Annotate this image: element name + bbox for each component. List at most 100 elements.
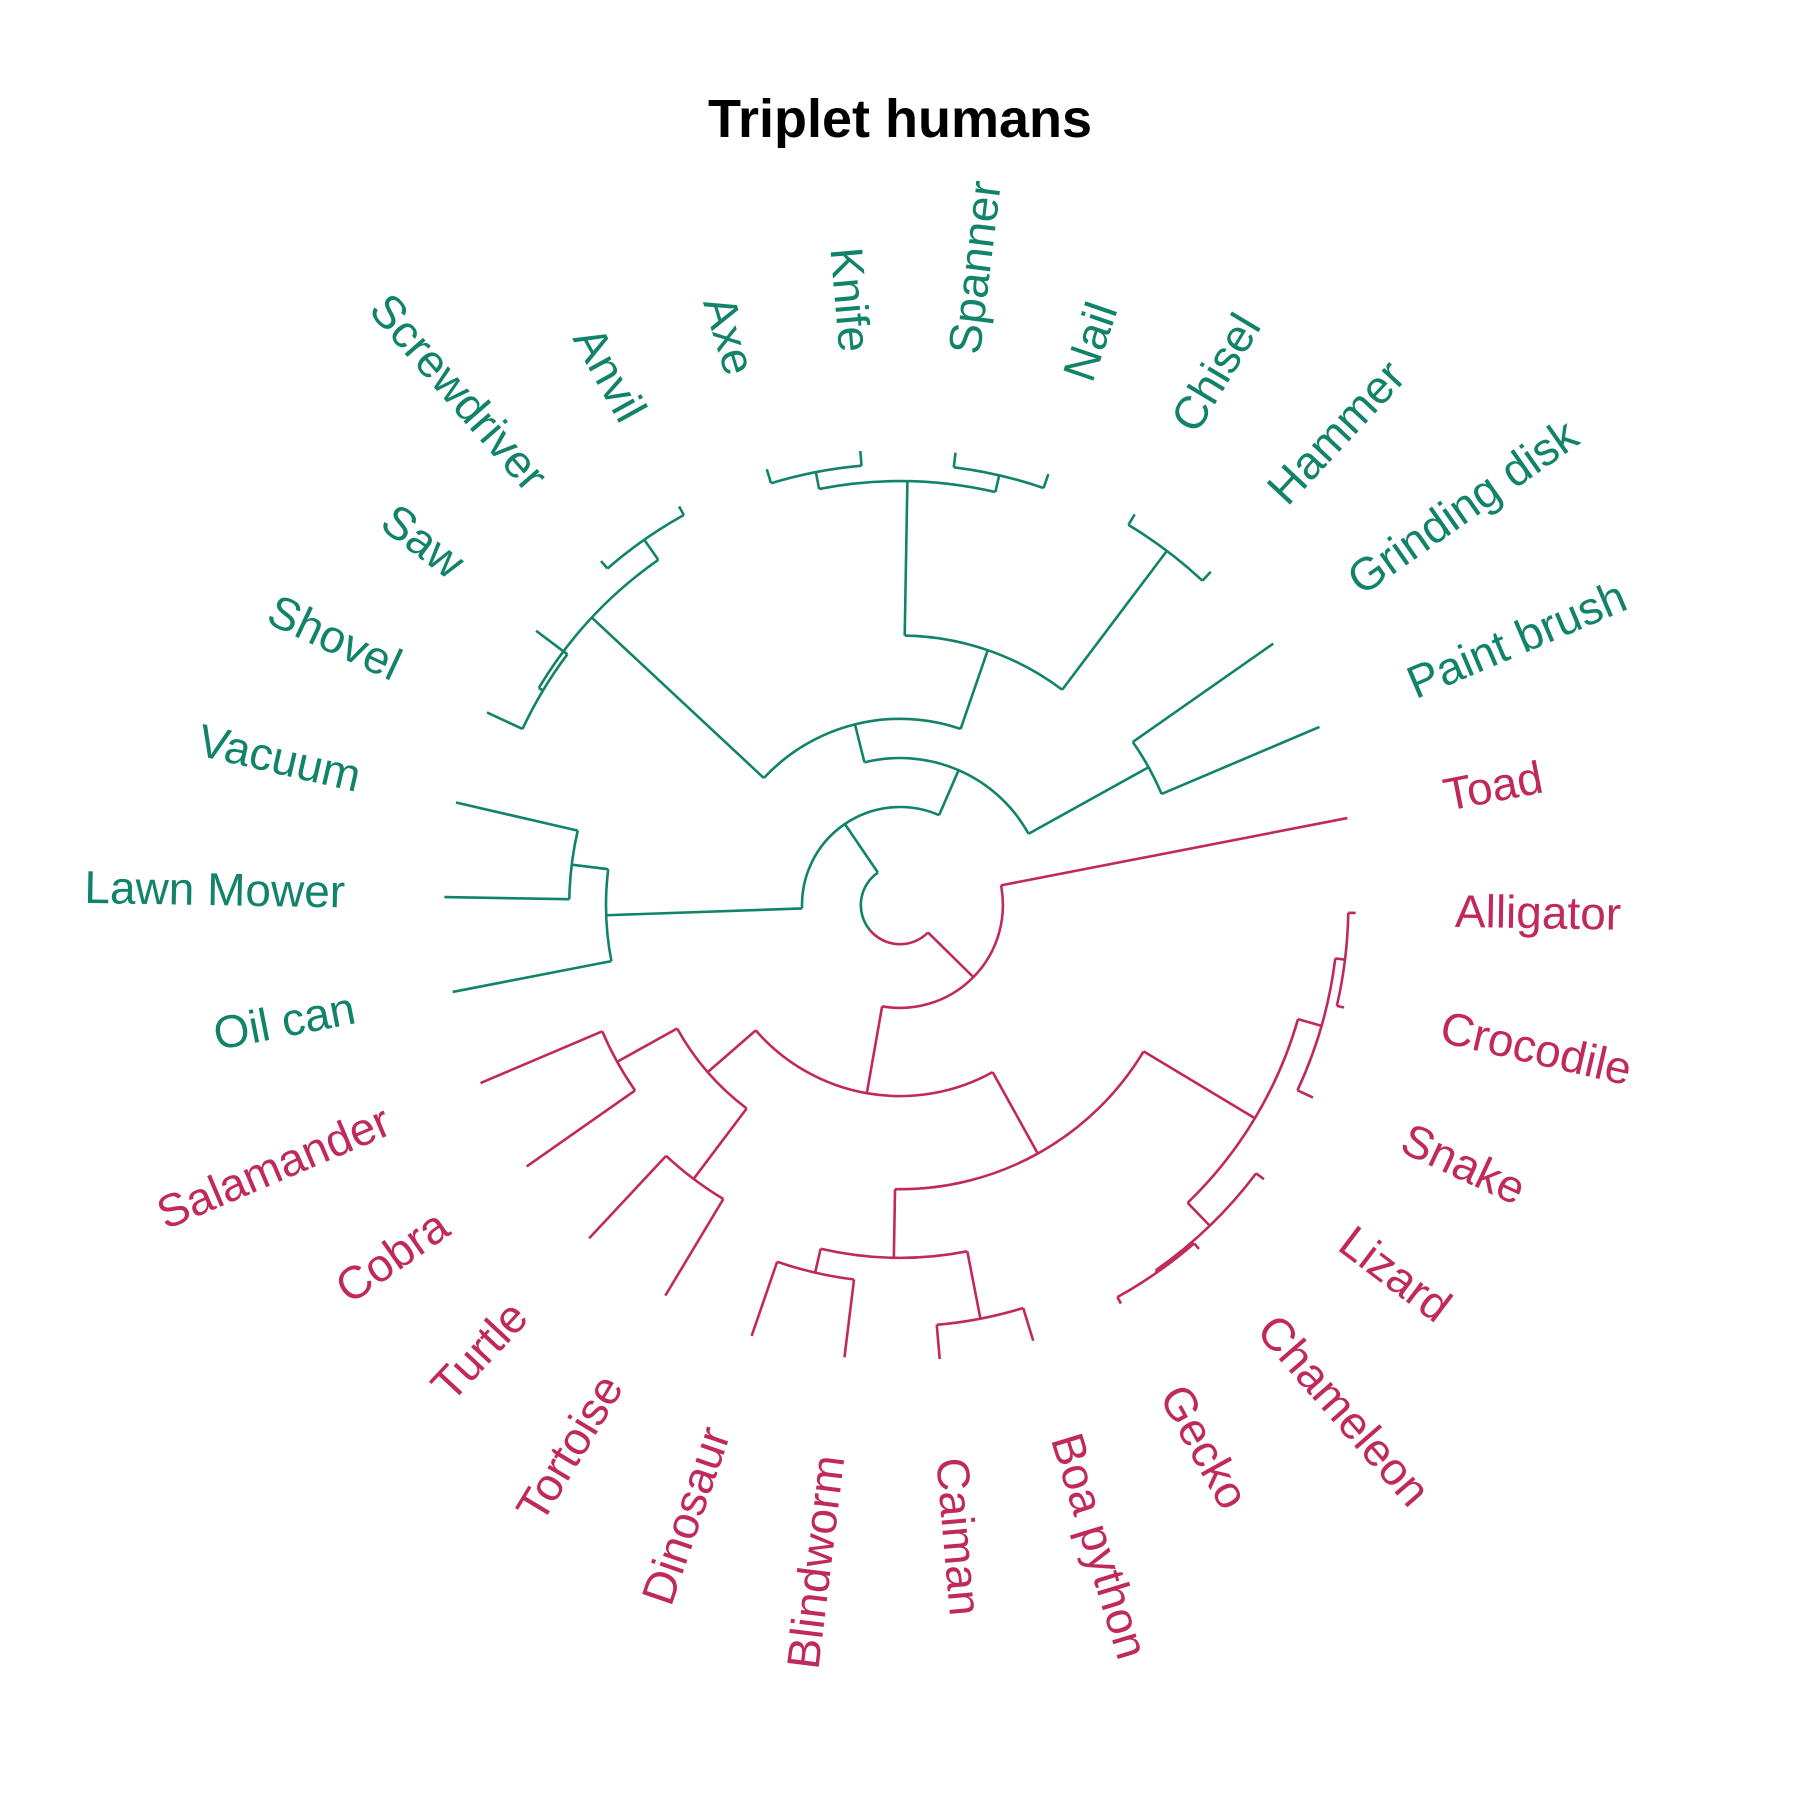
- branch: [994, 475, 1001, 493]
- branch: [853, 724, 866, 763]
- leaf-label: Caiman: [926, 1455, 992, 1617]
- leaf-label: Blindworm: [777, 1452, 855, 1671]
- branch: [1154, 1269, 1159, 1274]
- branch: [927, 931, 975, 979]
- leaf-branch: [486, 711, 524, 731]
- branch: [590, 616, 765, 779]
- leaf-label: Gecko: [1150, 1376, 1260, 1517]
- leaf-label: Vacuum: [193, 714, 366, 802]
- merge-arc: [881, 885, 1005, 1010]
- leaf-label: Salamander: [149, 1094, 398, 1239]
- merge-arc: [1296, 958, 1337, 1091]
- leaf-label: Knife: [820, 245, 881, 354]
- leaf-branch: [525, 1089, 636, 1168]
- leaf-branch: [1042, 473, 1050, 489]
- leaf-branch: [1255, 1172, 1265, 1181]
- leaf-branch: [1336, 1004, 1345, 1009]
- branch: [865, 1006, 884, 1094]
- leaf-branch: [1201, 570, 1212, 582]
- merge-arc: [895, 1050, 1145, 1191]
- leaf-label: Oil can: [209, 982, 359, 1060]
- leaf-label: Spanner: [938, 178, 1011, 357]
- merge-arc: [521, 653, 569, 730]
- leaf-branch: [452, 959, 612, 994]
- leaf-label: Lizard: [1330, 1215, 1461, 1332]
- leaf-branch: [952, 452, 957, 468]
- leaf-branch: [750, 1261, 779, 1337]
- branch: [1061, 550, 1168, 691]
- branch: [937, 769, 960, 816]
- merge-arc: [936, 1306, 1024, 1327]
- leaf-branch: [1116, 1296, 1123, 1305]
- branch: [991, 1071, 1039, 1155]
- leaf-label: Tortoise: [506, 1365, 634, 1530]
- leaf-branch: [1161, 725, 1320, 796]
- merge-arc: [606, 513, 685, 570]
- branch: [616, 1027, 678, 1063]
- branch: [538, 686, 544, 692]
- branch: [692, 1107, 748, 1180]
- leaf-branch: [677, 505, 685, 516]
- branch: [814, 471, 821, 490]
- leaf-label: Cobra: [326, 1199, 459, 1314]
- root-arc: [868, 929, 929, 946]
- leaf-label: Screwdriver: [360, 283, 559, 500]
- leaf-label: Snake: [1394, 1113, 1534, 1215]
- leaf-label: Shovel: [260, 584, 409, 691]
- branch: [903, 481, 909, 636]
- leaf-branch: [765, 468, 773, 484]
- leaf-branch: [480, 1030, 603, 1085]
- merge-arc: [1116, 1242, 1195, 1299]
- branch: [813, 1248, 822, 1273]
- branch: [1186, 1201, 1211, 1227]
- branch: [959, 649, 989, 730]
- chart-title: Triplet humans: [707, 89, 1093, 149]
- branch: [1142, 1050, 1256, 1120]
- leaf-label: Boa python: [1041, 1427, 1159, 1665]
- merge-arc: [1155, 1172, 1258, 1272]
- leaf-label: Grinding disk: [1338, 408, 1589, 605]
- leaf-branch: [1021, 1307, 1035, 1342]
- leaf-branch: [455, 801, 579, 832]
- leaf-branch: [1132, 642, 1275, 744]
- leaf-label: Alligator: [1455, 885, 1622, 940]
- merge-arc: [1127, 523, 1204, 582]
- branch: [892, 1189, 897, 1258]
- leaf-label: Turtle: [421, 1291, 538, 1411]
- branch: [571, 863, 609, 871]
- leaf-label: Hammer: [1257, 350, 1415, 514]
- leaf-branch: [858, 450, 863, 466]
- leaf-branch: [444, 895, 570, 901]
- branch: [1335, 957, 1346, 961]
- leaf-branch: [935, 1324, 942, 1360]
- branch: [1027, 766, 1150, 835]
- branch: [706, 1029, 757, 1074]
- branch: [1297, 1017, 1322, 1028]
- leaf-label: Axe: [693, 290, 766, 381]
- leaf-branch: [664, 1198, 725, 1297]
- leaf-branch: [600, 560, 609, 570]
- leaf-label: Paint brush: [1399, 570, 1634, 709]
- leaf-label: Nail: [1052, 296, 1127, 388]
- merge-arc: [800, 805, 940, 909]
- leaf-branch: [588, 1154, 668, 1240]
- leaf-label: Chisel: [1160, 304, 1270, 440]
- leaf-branch: [843, 1279, 856, 1358]
- branch: [966, 1251, 982, 1319]
- leaf-label: Lawn Mower: [84, 861, 346, 918]
- leaf-branch: [1296, 1089, 1314, 1099]
- leaf-label: Crocodile: [1436, 1001, 1637, 1095]
- leaf-label: Anvil: [563, 318, 657, 430]
- leaf-branch: [535, 629, 569, 656]
- merge-arc: [754, 1029, 994, 1098]
- root-arc: [859, 871, 879, 931]
- leaf-label: Saw: [372, 493, 475, 589]
- leaf-label: Dinosaur: [631, 1420, 740, 1611]
- leaf-branch: [1000, 816, 1348, 887]
- branch: [643, 538, 660, 561]
- branch: [843, 823, 880, 874]
- leaf-label: Toad: [1439, 751, 1547, 821]
- leaf-branch: [1193, 1242, 1200, 1250]
- leaf-branch: [1127, 513, 1136, 526]
